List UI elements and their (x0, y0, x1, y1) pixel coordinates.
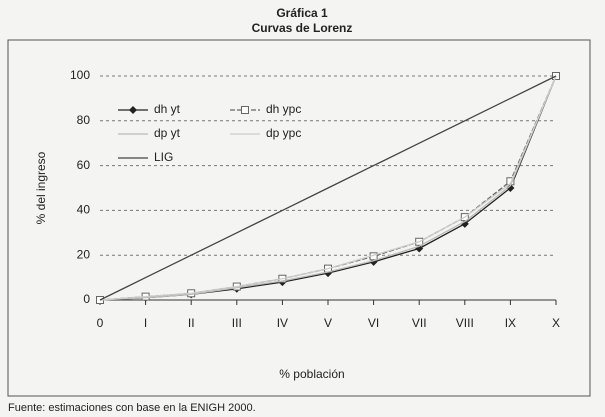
source-note: Fuente: estimaciones con base en la ENIG… (8, 402, 256, 414)
x-tick-label: X (552, 316, 560, 330)
chart-title: Gráfica 1 (276, 6, 328, 20)
y-tick-label: 80 (77, 113, 91, 127)
legend-label: dh yt (154, 102, 181, 116)
y-tick-label: 100 (70, 68, 90, 82)
legend-label: dh ypc (266, 102, 301, 116)
legend-marker (129, 106, 137, 114)
x-tick-label: IV (277, 316, 288, 330)
x-axis-label: % población (279, 367, 344, 381)
y-tick-label: 0 (83, 292, 90, 306)
x-tick-label: I (144, 316, 147, 330)
y-tick-label: 40 (77, 203, 91, 217)
x-tick-label: IX (505, 316, 516, 330)
x-tick-label: II (188, 316, 195, 330)
x-tick-label: VII (412, 316, 427, 330)
series-line (99, 75, 557, 301)
x-tick-label: VI (368, 316, 379, 330)
y-tick-label: 20 (77, 247, 91, 261)
chart-frame (7, 39, 591, 397)
legend-label: dp ypc (266, 126, 301, 140)
legend-label: LIG (154, 150, 173, 164)
y-tick-label: 60 (77, 158, 91, 172)
x-tick-label: VIII (456, 316, 474, 330)
series-line (99, 75, 557, 301)
data-point (506, 184, 515, 192)
legend-label: dp yt (154, 126, 181, 140)
legend-marker (241, 106, 249, 114)
series-line (99, 75, 557, 301)
x-tick-label: III (232, 316, 242, 330)
y-axis-label: % del ingreso (34, 151, 48, 224)
x-tick-label: 0 (97, 316, 104, 330)
chart-subtitle: Curvas de Lorenz (252, 21, 353, 35)
x-tick-label: V (324, 316, 332, 330)
data-point (460, 219, 469, 228)
